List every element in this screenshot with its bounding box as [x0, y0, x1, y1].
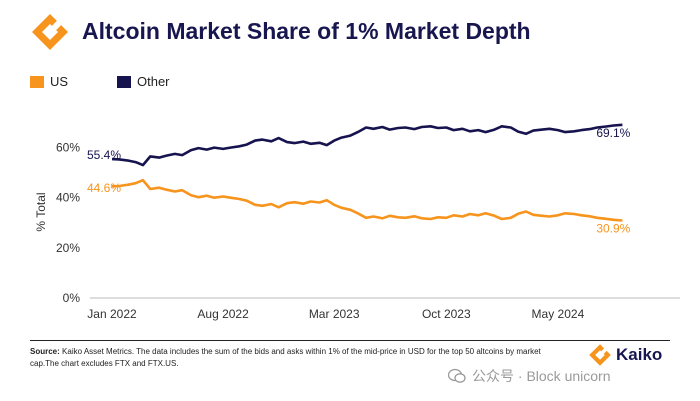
source-text: Kaiko Asset Metrics. The data includes t… — [30, 347, 541, 368]
kaiko-brand-icon — [589, 344, 611, 366]
line-chart: % Total 0% 20% 40% 60% Jan 2022 Aug 2022 Mar … — [34, 123, 680, 321]
watermark-text: 公众号 · Block unicorn — [472, 368, 611, 384]
y-tick-label: 20% — [56, 241, 80, 255]
legend-item-us: US — [30, 74, 68, 89]
x-tick-label: Mar 2023 — [309, 307, 360, 321]
kaiko-logo-icon — [32, 14, 68, 50]
footer-divider — [30, 340, 670, 341]
legend-swatch-other — [117, 75, 131, 88]
legend-swatch-us — [30, 75, 44, 88]
legend-label-us: US — [50, 74, 69, 89]
brand: Kaiko — [588, 343, 662, 367]
y-tick-label: 0% — [63, 291, 81, 305]
chart-title: Altcoin Market Share of 1% Market Depth — [82, 18, 531, 44]
watermark: 公众号 · Block unicorn — [448, 366, 610, 386]
series-end-label: 30.9% — [596, 222, 630, 236]
y-tick-label: 40% — [56, 191, 80, 205]
brand-name: Kaiko — [616, 345, 663, 364]
x-tick-label: Oct 2023 — [422, 307, 471, 321]
y-axis-title: % Total — [34, 192, 48, 231]
legend-item-other: Other — [117, 74, 170, 89]
x-tick-label: Aug 2022 — [197, 307, 249, 321]
source-note: Source: Kaiko Asset Metrics. The data in… — [30, 346, 550, 370]
series-line-us — [111, 178, 623, 222]
series-start-label: 44.6% — [87, 181, 121, 195]
x-tick-label: May 2024 — [532, 307, 585, 321]
series-end-label: 69.1% — [596, 126, 630, 140]
wechat-icon — [448, 368, 466, 383]
series-line-other — [111, 123, 623, 167]
series-start-label: 55.4% — [87, 148, 121, 162]
y-tick-label: 60% — [56, 141, 80, 155]
source-label: Source: — [30, 347, 60, 356]
legend-label-other: Other — [137, 74, 170, 89]
x-tick-label: Jan 2022 — [87, 307, 137, 321]
